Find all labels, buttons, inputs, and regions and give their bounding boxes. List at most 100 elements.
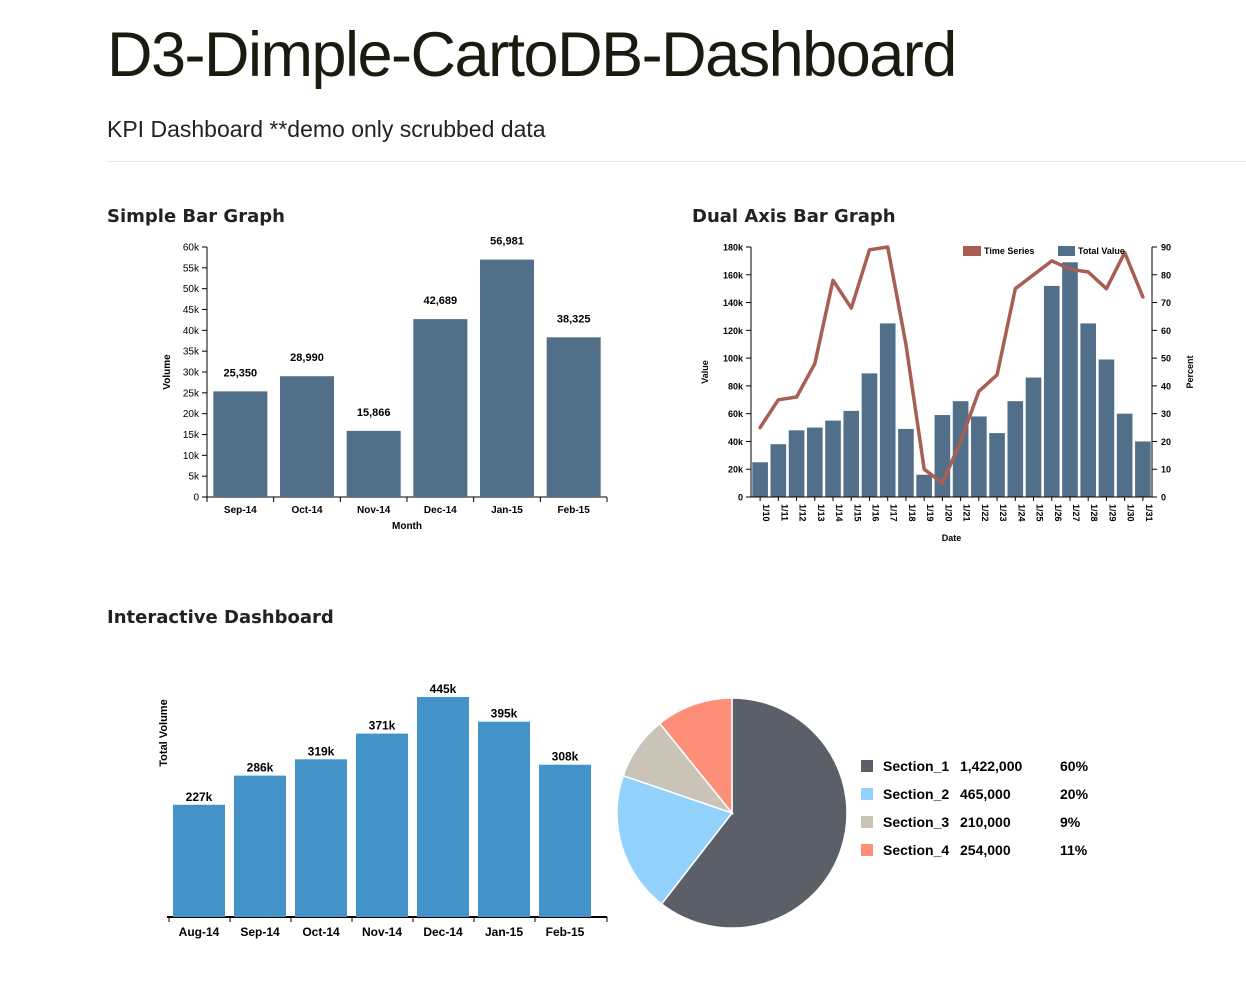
x-axis-title: Date xyxy=(942,533,962,543)
x-tick-label: 1/11 xyxy=(779,504,789,521)
legend-percent: 20% xyxy=(1060,786,1089,802)
x-tick-label: Dec-14 xyxy=(424,505,457,516)
x-tick-label: Sep-14 xyxy=(240,925,280,939)
x-tick-label: 1/10 xyxy=(761,504,771,522)
time-series-line xyxy=(758,245,1145,485)
y-tick-label: 20k xyxy=(183,409,200,420)
legend-swatch xyxy=(861,816,873,828)
bar-value-label: 28,990 xyxy=(290,352,324,364)
legend-swatch xyxy=(861,760,873,772)
y-tick-label: 120k xyxy=(723,326,744,336)
bar-value-label: 286k xyxy=(247,761,274,775)
x-tick-label: 1/22 xyxy=(980,504,990,522)
legend-percent: 60% xyxy=(1060,758,1089,774)
bar-value-label: 445k xyxy=(430,682,457,696)
bar xyxy=(1080,323,1097,497)
x-tick-label: Oct-14 xyxy=(302,925,340,939)
x-tick-label: Jan-15 xyxy=(491,505,523,516)
y2-tick-label: 10 xyxy=(1161,465,1171,475)
interactive-bar-chart: Total Volume 227k Aug-14 286k Sep-14 319k Oct-… xyxy=(158,682,608,939)
bar xyxy=(280,376,334,497)
bar xyxy=(1025,377,1042,497)
header-divider xyxy=(107,161,1246,162)
legend-label: Section_2 xyxy=(883,786,949,802)
y-tick-label: 160k xyxy=(723,270,744,280)
bar xyxy=(173,804,225,917)
x-tick-label: 1/18 xyxy=(907,504,917,522)
y-tick-label: 20k xyxy=(728,465,744,475)
bar xyxy=(1116,413,1133,497)
y-tick-label: 35k xyxy=(183,347,200,358)
bar-value-label: 395k xyxy=(491,707,518,721)
x-tick-label: Nov-14 xyxy=(357,505,391,516)
y-tick-label: 50k xyxy=(183,284,200,295)
bar xyxy=(234,775,286,917)
simple-bar-title: Simple Bar Graph xyxy=(107,206,285,227)
x-tick-label: Dec-14 xyxy=(423,925,463,939)
bar xyxy=(1135,441,1151,497)
bar-value-label: 25,350 xyxy=(224,367,258,379)
y2-tick-label: 80 xyxy=(1161,270,1171,280)
x-tick-label: Jan-15 xyxy=(485,925,523,939)
simple-bar-chart: 0 5k 10k 15k 20k 25k 30k 35k 40k 45k 50k 55k 60k Volu… xyxy=(162,236,608,532)
pie-slice xyxy=(660,697,848,929)
bar xyxy=(971,416,987,497)
x-tick-label: 1/17 xyxy=(889,504,899,522)
legend-value: 1,422,000 xyxy=(960,758,1022,774)
y-tick-label: 0 xyxy=(193,493,199,504)
x-tick-label: 1/21 xyxy=(962,504,972,522)
bar xyxy=(1098,359,1115,497)
y-tick-label: 10k xyxy=(183,451,200,462)
x-axis-title: Month xyxy=(392,521,422,532)
y2-tick-label: 0 xyxy=(1161,493,1166,503)
bar xyxy=(539,764,591,917)
y-tick-label: 25k xyxy=(183,388,200,399)
bar xyxy=(806,427,823,497)
interactive-title: Interactive Dashboard xyxy=(107,607,334,628)
legend-label: Section_4 xyxy=(883,842,949,858)
bar xyxy=(825,420,841,497)
y2-tick-label: 30 xyxy=(1161,409,1171,419)
bar xyxy=(916,474,932,497)
y-tick-label: 55k xyxy=(183,263,200,274)
y-tick-label: 80k xyxy=(728,381,744,391)
y2-tick-label: 20 xyxy=(1161,437,1171,447)
x-tick-label: 1/16 xyxy=(870,504,880,522)
bar xyxy=(770,444,787,497)
bar xyxy=(417,697,469,917)
x-tick-label: 1/27 xyxy=(1071,504,1081,522)
y2-tick-label: 90 xyxy=(1161,243,1171,253)
bar-value-label: 15,866 xyxy=(357,407,391,419)
bar-value-label: 308k xyxy=(552,750,579,764)
legend-swatch xyxy=(861,788,873,800)
x-tick-label: Feb-15 xyxy=(546,925,585,939)
legend-percent: 11% xyxy=(1060,842,1088,858)
bar xyxy=(213,391,268,497)
x-tick-label: 1/19 xyxy=(925,504,935,522)
x-tick-label: 1/14 xyxy=(834,504,844,522)
bar-value-label: 42,689 xyxy=(424,295,458,307)
interactive-pie-chart: Section_1 1,422,000 60% Section_2 465,000 20%… xyxy=(616,697,1089,929)
y2-tick-label: 70 xyxy=(1161,298,1171,308)
bar xyxy=(413,319,468,497)
bar xyxy=(1062,262,1078,497)
bar xyxy=(356,733,408,917)
page-subtitle: KPI Dashboard **demo only scrubbed data xyxy=(107,116,546,142)
legend-value: 254,000 xyxy=(960,842,1011,858)
y2-tick-label: 50 xyxy=(1161,354,1171,364)
x-tick-label: 1/15 xyxy=(852,504,862,522)
bar xyxy=(788,430,805,497)
bar xyxy=(346,430,401,497)
x-tick-label: 1/24 xyxy=(1016,504,1026,522)
pie-slice xyxy=(616,774,734,905)
bar xyxy=(478,721,530,917)
bar xyxy=(295,759,347,917)
legend-swatch-total-value xyxy=(1058,246,1075,256)
y-tick-label: 100k xyxy=(723,354,744,364)
bar xyxy=(1043,285,1060,497)
bar xyxy=(1007,401,1024,497)
x-tick-label: Aug-14 xyxy=(179,925,220,939)
y2-tick-label: 60 xyxy=(1161,326,1171,336)
x-tick-label: Oct-14 xyxy=(291,505,323,516)
y-tick-label: 60k xyxy=(728,409,744,419)
